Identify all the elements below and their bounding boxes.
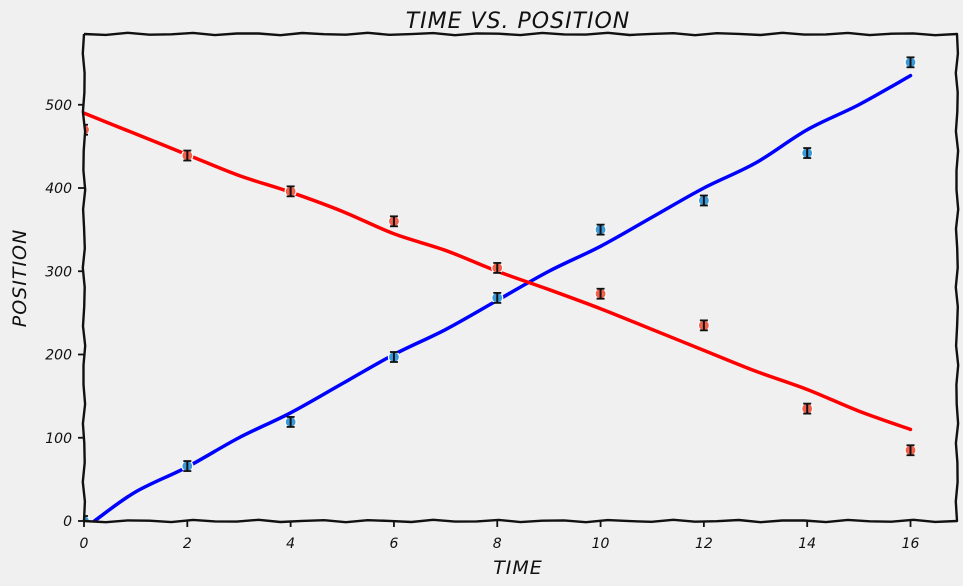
x-tick-label: 0: [80, 536, 89, 552]
data-point: [491, 261, 504, 275]
x-tick-label: 14: [798, 536, 816, 552]
y-tick-label: 400: [45, 181, 72, 197]
data-point: [801, 146, 814, 160]
plot-area: [84, 34, 957, 521]
x-tick-label: 8: [493, 536, 502, 552]
series-layer: [84, 56, 917, 521]
data-point: [387, 350, 401, 364]
data-point: [801, 402, 814, 415]
x-tick-label: 12: [695, 536, 713, 552]
data-point: [697, 319, 710, 332]
x-tick-label: 2: [183, 536, 192, 552]
data-point: [904, 56, 917, 69]
data-point: [904, 444, 917, 457]
plot-background: [84, 34, 957, 521]
x-tick-label: 10: [592, 536, 610, 552]
x-tick-label: 4: [286, 536, 295, 552]
chart-title: TIME VS. POSITION: [406, 9, 631, 34]
data-point: [181, 149, 194, 162]
axes-frame: [81, 31, 960, 524]
y-tick-label: 0: [63, 514, 72, 530]
ticks-layer: 0 2 4 6 8 10 12 14 16 0 100 200 300 400 500: [45, 98, 919, 552]
x-tick-label: 6: [389, 536, 398, 552]
axes-layer: [81, 31, 960, 524]
x-axis-label: TIME: [493, 557, 543, 579]
data-point: [284, 185, 297, 198]
y-tick-label: 100: [45, 431, 72, 447]
data-point: [594, 287, 607, 300]
y-tick-label: 200: [45, 348, 72, 364]
data-point: [387, 215, 401, 228]
data-point: [594, 223, 607, 236]
data-point: [491, 291, 504, 304]
data-point: [181, 459, 194, 473]
data-point: [697, 194, 710, 207]
x-tick-label: 16: [902, 536, 920, 552]
data-point: [284, 415, 297, 429]
y-tick-label: 300: [45, 264, 72, 280]
y-axis-label: POSITION: [9, 229, 31, 327]
y-tick-label: 500: [45, 98, 72, 114]
